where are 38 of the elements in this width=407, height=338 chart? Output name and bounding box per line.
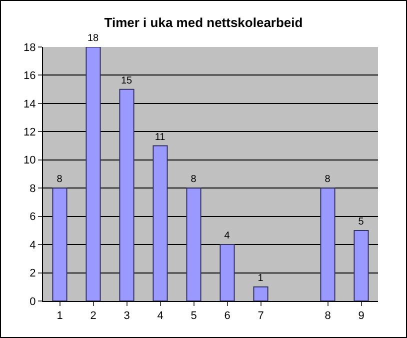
data-label: 8 (56, 174, 63, 186)
data-label: 18 (87, 33, 100, 44)
bar (119, 88, 134, 301)
y-tick-label: 14 (24, 98, 36, 110)
x-tick-label: 2 (90, 310, 96, 322)
y-tick-label: 0 (30, 296, 36, 308)
y-tick-label: 18 (24, 42, 36, 54)
bar (152, 145, 168, 301)
x-tick-label: 6 (224, 310, 230, 322)
data-label: 8 (324, 174, 331, 186)
x-tick-label: 1 (56, 310, 63, 322)
y-tick-label: 2 (30, 268, 36, 280)
chart-title: Timer i uka med nettskolearbeid (104, 14, 303, 30)
bar (186, 188, 202, 301)
data-label: 1 (258, 272, 264, 284)
bar (354, 230, 369, 301)
y-tick-label: 12 (24, 126, 36, 139)
x-tick-label: 7 (258, 310, 264, 322)
y-tick-label: 16 (24, 70, 36, 82)
bar (220, 244, 235, 301)
x-tick-label: 5 (190, 310, 197, 322)
y-tick-label: 8 (30, 182, 36, 195)
x-tick-label: 4 (157, 310, 164, 322)
data-label: 4 (224, 230, 230, 242)
x-tick-label: 9 (358, 310, 364, 322)
data-label: 15 (120, 75, 133, 86)
y-tick-label: 4 (30, 239, 36, 252)
bar (52, 188, 68, 301)
bar (86, 47, 101, 301)
data-label: 8 (190, 174, 197, 186)
x-tick-label: 3 (124, 310, 130, 322)
data-label: 11 (154, 132, 166, 143)
data-label: 5 (358, 216, 364, 228)
bar (253, 286, 268, 301)
x-tick-label: 8 (324, 310, 331, 322)
y-tick-label: 6 (30, 211, 36, 224)
y-tick-label: 10 (24, 154, 36, 167)
bar (320, 188, 336, 301)
